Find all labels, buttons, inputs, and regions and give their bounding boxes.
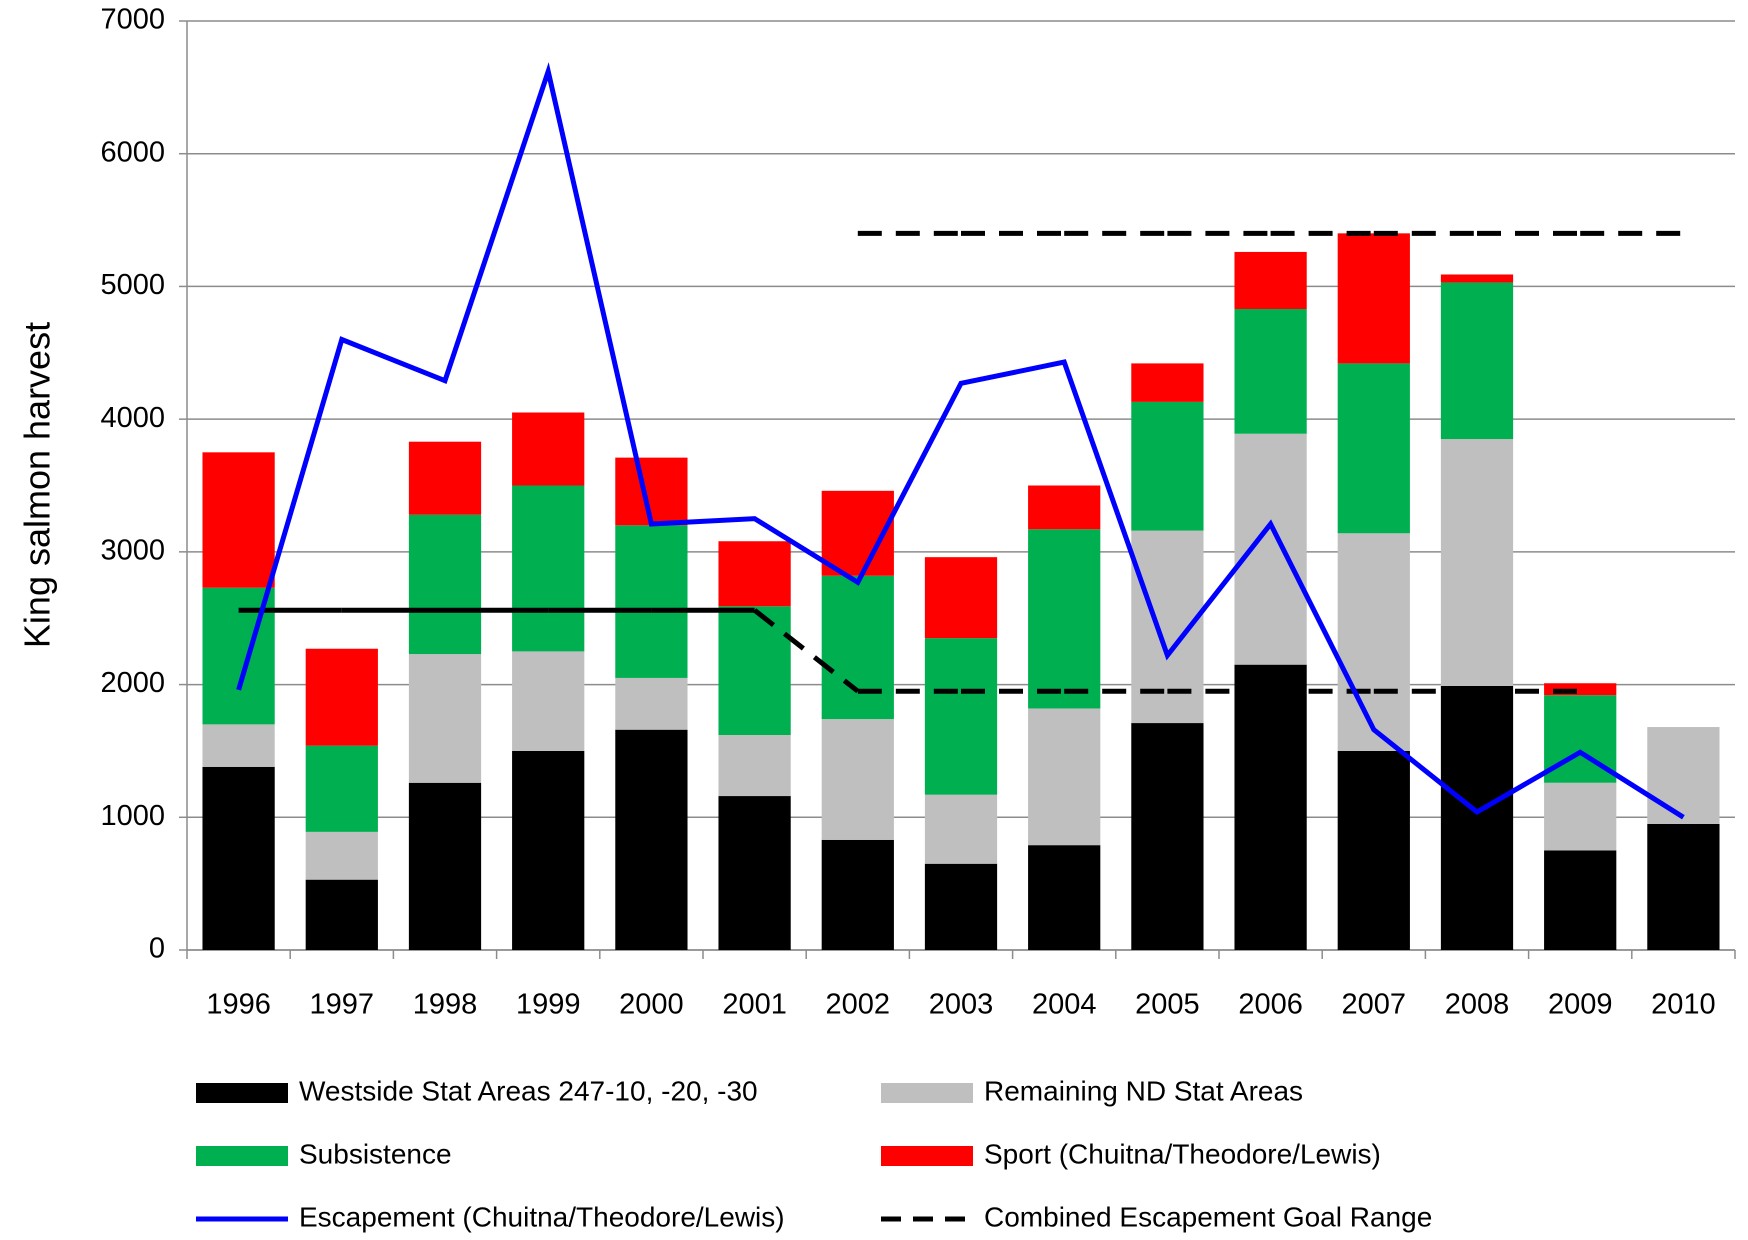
bar-segment xyxy=(1028,708,1101,846)
x-tick-label: 2005 xyxy=(1135,989,1200,1021)
y-tick-label: 6000 xyxy=(100,136,165,168)
bar-segment xyxy=(1234,308,1307,434)
bar-segment xyxy=(1028,485,1101,530)
x-tick-label: 2009 xyxy=(1548,989,1613,1021)
bar-segment xyxy=(408,441,482,515)
x-tick-label: 2002 xyxy=(826,989,891,1021)
goal-lower xyxy=(753,608,860,694)
y-tick-label: 4000 xyxy=(100,402,165,434)
bar-segment xyxy=(718,541,791,607)
bar-segment xyxy=(1544,782,1617,851)
bar-segment xyxy=(718,735,791,797)
y-axis-label: King salmon harvest xyxy=(17,322,58,648)
bar-segment xyxy=(305,745,378,832)
bar-segment xyxy=(924,863,998,950)
bar-segment xyxy=(1028,529,1101,709)
legend-swatch xyxy=(196,1083,288,1103)
bar-segment xyxy=(1131,723,1204,950)
bar-segment xyxy=(924,638,998,795)
legend-label: Subsistence xyxy=(299,1138,452,1169)
legend-label: Escapement (Chuitna/Theodore/Lewis) xyxy=(299,1201,785,1232)
bar-segment xyxy=(512,651,585,751)
x-tick-label: 2010 xyxy=(1651,989,1716,1021)
legend-label: Remaining ND Stat Areas xyxy=(984,1075,1303,1106)
y-tick-label: 3000 xyxy=(100,535,165,567)
y-tick-label: 2000 xyxy=(100,667,165,699)
bar-segment xyxy=(1028,845,1101,950)
x-tick-label: 2001 xyxy=(722,989,787,1021)
bar-segment xyxy=(821,719,894,840)
bar-segment xyxy=(202,452,275,588)
bar-segment xyxy=(305,648,378,746)
x-tick-label: 1999 xyxy=(516,989,581,1021)
bar-segment xyxy=(1234,664,1307,950)
bar-segment xyxy=(1440,282,1514,440)
bar-segment xyxy=(1131,363,1204,402)
bar-segment xyxy=(1647,727,1720,824)
bar-segment xyxy=(305,831,378,880)
bar-segment xyxy=(1647,823,1720,950)
bar-segment xyxy=(924,794,998,864)
x-tick-label: 2000 xyxy=(619,989,684,1021)
bar-segment xyxy=(821,839,894,950)
bar-segment xyxy=(1440,439,1514,686)
legend-swatch xyxy=(881,1083,973,1103)
x-tick-label: 2004 xyxy=(1032,989,1097,1021)
bar-segment xyxy=(1440,274,1514,283)
legend-label: Combined Escapement Goal Range xyxy=(984,1201,1432,1232)
bar-segment xyxy=(1337,750,1410,950)
bar-segment xyxy=(512,412,585,486)
y-tick-label: 0 xyxy=(149,933,165,965)
bar-segment xyxy=(615,677,688,730)
x-tick-label: 2006 xyxy=(1238,989,1303,1021)
x-tick-label: 1996 xyxy=(206,989,271,1021)
bar-segment xyxy=(924,557,998,639)
bar-segment xyxy=(408,514,482,655)
bar-segment xyxy=(408,654,482,783)
legend-swatch xyxy=(196,1146,288,1166)
bar-segment xyxy=(1544,850,1617,950)
y-tick-label: 7000 xyxy=(100,4,165,36)
bar-segment xyxy=(821,575,894,720)
bar-segment xyxy=(202,724,275,767)
bar-segment xyxy=(718,796,791,950)
x-tick-label: 2007 xyxy=(1342,989,1407,1021)
bar-segment xyxy=(1337,533,1410,751)
bar-segment xyxy=(1544,683,1617,696)
bar-segment xyxy=(615,525,688,678)
legend-swatch xyxy=(881,1146,973,1166)
bar-segment xyxy=(512,485,585,652)
bar-segment xyxy=(1234,251,1307,309)
legend-label: Sport (Chuitna/Theodore/Lewis) xyxy=(984,1138,1381,1169)
bar-segment xyxy=(305,879,378,950)
x-tick-label: 2008 xyxy=(1445,989,1510,1021)
line-series xyxy=(236,62,1685,820)
bar-segment xyxy=(615,729,688,950)
bar-segment xyxy=(1337,233,1410,364)
bar-segment xyxy=(1131,401,1204,531)
x-tick-label: 2003 xyxy=(929,989,994,1021)
y-tick-label: 5000 xyxy=(100,269,165,301)
legend-label: Westside Stat Areas 247-10, -20, -30 xyxy=(299,1075,758,1106)
bar-segment xyxy=(718,606,791,736)
bar-segment xyxy=(1440,685,1514,950)
bar-segment xyxy=(1337,363,1410,534)
bar-segment xyxy=(202,766,275,950)
x-tick-label: 1998 xyxy=(413,989,478,1021)
x-tick-label: 1997 xyxy=(310,989,375,1021)
bar-segment xyxy=(1234,433,1307,665)
bar-segment xyxy=(408,782,482,950)
y-tick-label: 1000 xyxy=(100,800,165,832)
bar-segment xyxy=(512,750,585,950)
